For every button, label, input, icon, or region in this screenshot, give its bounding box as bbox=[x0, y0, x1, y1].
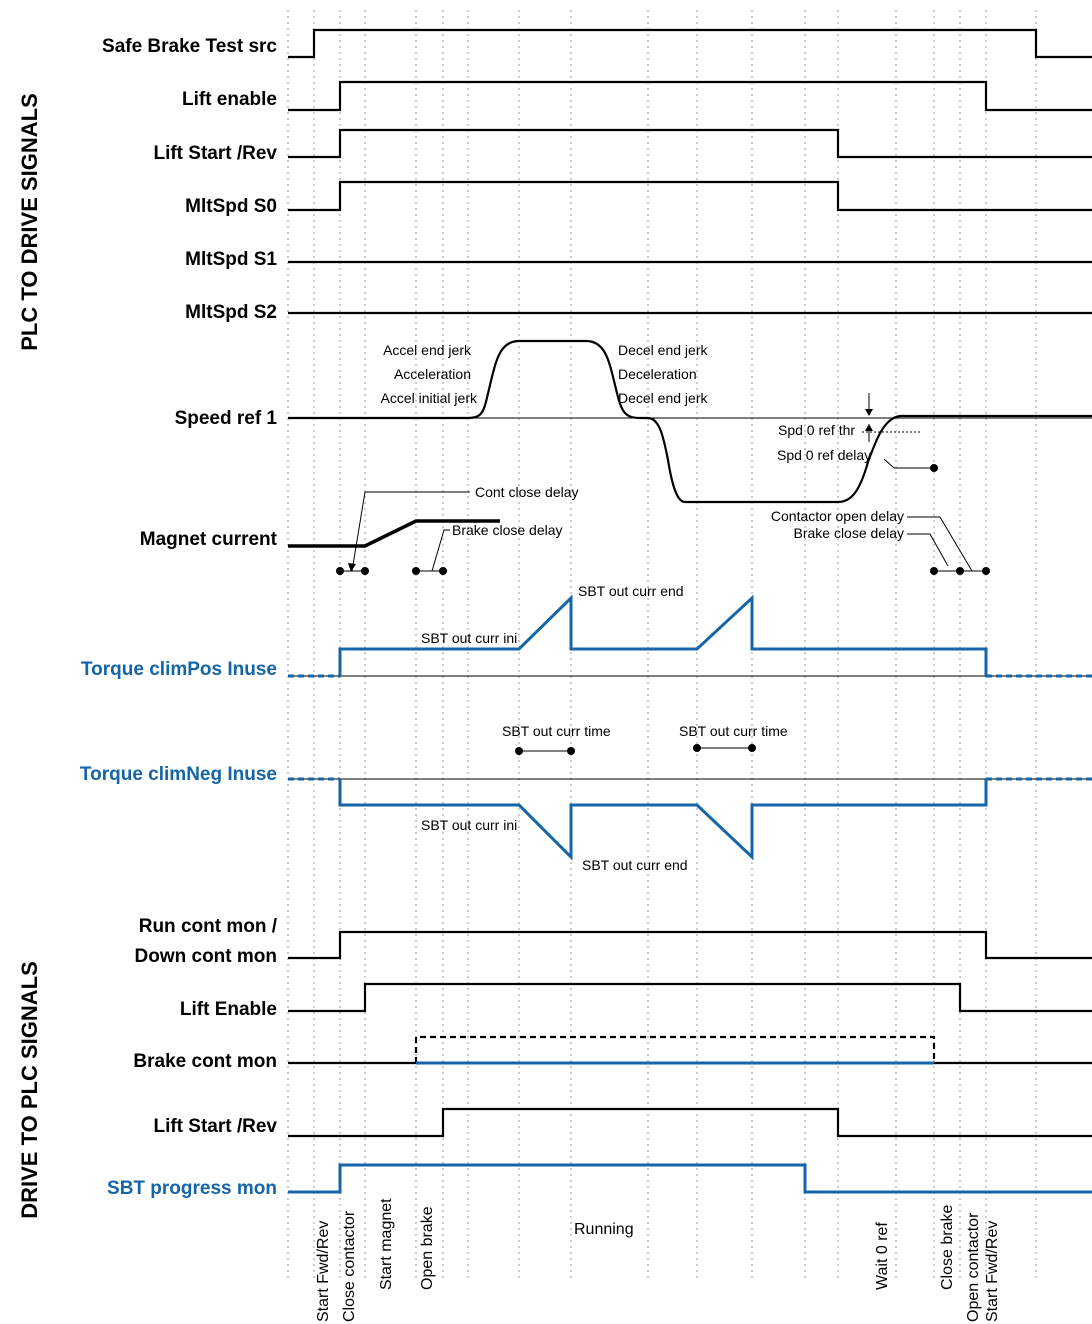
right-delays-dot-2 bbox=[956, 567, 964, 575]
label-magnet-current: Magnet current bbox=[140, 529, 278, 550]
phase-running: Running bbox=[574, 1221, 634, 1238]
brake-close-delay-1-dot-start bbox=[412, 567, 420, 575]
label-mltspd-s0: MltSpd S0 bbox=[185, 196, 277, 217]
spd0-thr-arrowhead-top bbox=[865, 409, 873, 416]
sbt-curr-time-2-dot-end bbox=[748, 744, 756, 752]
label-lift-enable-in: Lift enable bbox=[182, 89, 277, 110]
sbt-curr-time-1-dot-start bbox=[515, 747, 523, 755]
label-run-cont-mon: Run cont mon / bbox=[139, 916, 278, 937]
anno-cont-close-delay: Cont close delay bbox=[475, 484, 579, 500]
wave-lift-enable-in bbox=[288, 80, 1092, 112]
right-delays-dot-1 bbox=[930, 567, 938, 575]
wave-mltspd-s0 bbox=[288, 180, 1092, 212]
wave-brake-cont-mon-dashed bbox=[414, 1035, 936, 1063]
anno-brake-close-delay-1: Brake close delay bbox=[452, 522, 563, 538]
anno-acceleration: Acceleration bbox=[394, 366, 471, 382]
cont-close-delay-arrowhead bbox=[348, 563, 356, 572]
label-brake-cont-mon: Brake cont mon bbox=[133, 1051, 277, 1072]
anno-spd0-ref-thr: Spd 0 ref thr bbox=[778, 422, 855, 438]
wave-safe-brake-test-src bbox=[288, 28, 1092, 59]
label-speed-ref-1: Speed ref 1 bbox=[175, 408, 278, 429]
anno-brake-close-delay-2: Brake close delay bbox=[793, 525, 904, 541]
label-mltspd-s1: MltSpd S1 bbox=[185, 249, 277, 270]
anno-sbt-out-curr-end-pos: SBT out curr end bbox=[578, 583, 684, 599]
phase-start-fwd-rev-1: Start Fwd/Rev bbox=[315, 1221, 332, 1322]
anno-sbt-out-curr-time-1: SBT out curr time bbox=[502, 723, 611, 739]
wave-lift-start-rev-out bbox=[288, 1107, 1092, 1138]
brake-close-delay-2-leader bbox=[907, 533, 949, 567]
label-down-cont-mon: Down cont mon bbox=[135, 946, 277, 967]
phase-open-contactor: Open contactor bbox=[965, 1212, 982, 1322]
phase-open-brake: Open brake bbox=[419, 1206, 436, 1290]
anno-sbt-out-curr-ini-neg: SBT out curr ini bbox=[421, 817, 517, 833]
anno-sbt-out-curr-ini-pos: SBT out curr ini bbox=[421, 630, 517, 646]
label-sbt-progress-mon: SBT progress mon bbox=[107, 1178, 277, 1199]
wave-run-cont-mon bbox=[288, 930, 1092, 960]
anno-accel-initial-jerk: Accel initial jerk bbox=[381, 390, 478, 406]
cont-close-delay-dot-end bbox=[361, 567, 369, 575]
contactor-open-delay-leader bbox=[907, 516, 973, 572]
phase-wait-0-ref: Wait 0 ref bbox=[874, 1222, 891, 1290]
label-lift-start-rev-in: Lift Start /Rev bbox=[153, 143, 277, 164]
wave-lift-enable-out bbox=[288, 982, 1092, 1013]
anno-spd0-ref-delay: Spd 0 ref delay bbox=[777, 447, 871, 463]
spd0-delay-end-dot bbox=[930, 464, 938, 472]
wave-torque-climpos bbox=[338, 594, 988, 676]
phase-start-magnet: Start magnet bbox=[378, 1198, 395, 1290]
section-title-drive-to-plc: DRIVE TO PLC SIGNALS bbox=[17, 961, 42, 1219]
anno-contactor-open-delay: Contactor open delay bbox=[771, 508, 904, 524]
spd0-thr-arrowhead-bottom bbox=[865, 424, 873, 431]
anno-accel-end-jerk: Accel end jerk bbox=[383, 342, 472, 358]
anno-sbt-out-curr-end-neg: SBT out curr end bbox=[582, 857, 688, 873]
label-torque-climpos-inuse: Torque climPos Inuse bbox=[81, 659, 277, 680]
brake-close-delay-1-leader bbox=[431, 529, 450, 572]
right-delays-dot-3 bbox=[982, 567, 990, 575]
wave-speed-ref-1 bbox=[288, 339, 1092, 504]
label-lift-enable-out: Lift Enable bbox=[180, 999, 277, 1020]
section-title-plc-to-drive: PLC TO DRIVE SIGNALS bbox=[17, 93, 42, 351]
label-lift-start-rev-out: Lift Start /Rev bbox=[153, 1116, 277, 1137]
phase-start-fwd-rev-2: Start Fwd/Rev bbox=[984, 1221, 1001, 1322]
brake-close-delay-1-dot-end bbox=[439, 567, 447, 575]
wave-lift-start-rev-in bbox=[288, 128, 1092, 159]
anno-deceleration: Deceleration bbox=[618, 366, 697, 382]
anno-sbt-out-curr-time-2: SBT out curr time bbox=[679, 723, 788, 739]
phase-close-contactor: Close contactor bbox=[341, 1210, 358, 1322]
spd0-delay-lead bbox=[883, 458, 895, 469]
time-grid bbox=[287, 10, 1037, 1280]
sbt-curr-time-2-dot-start bbox=[693, 744, 701, 752]
phase-close-brake: Close brake bbox=[939, 1205, 956, 1290]
anno-decel-end-jerk-bottom: Decel end jerk bbox=[618, 390, 708, 406]
wave-torque-climneg bbox=[338, 779, 988, 861]
label-mltspd-s2: MltSpd S2 bbox=[185, 302, 277, 323]
sbt-curr-time-1-dot-end bbox=[567, 747, 575, 755]
wave-sbt-progress-mon bbox=[288, 1163, 1092, 1194]
wave-magnet-current bbox=[288, 519, 500, 548]
label-torque-climneg-inuse: Torque climNeg Inuse bbox=[80, 764, 277, 785]
anno-decel-end-jerk-top: Decel end jerk bbox=[618, 342, 708, 358]
label-safe-brake-test-src: Safe Brake Test src bbox=[102, 36, 277, 57]
cont-close-delay-leader bbox=[351, 491, 470, 572]
cont-close-delay-dot-start bbox=[336, 567, 344, 575]
